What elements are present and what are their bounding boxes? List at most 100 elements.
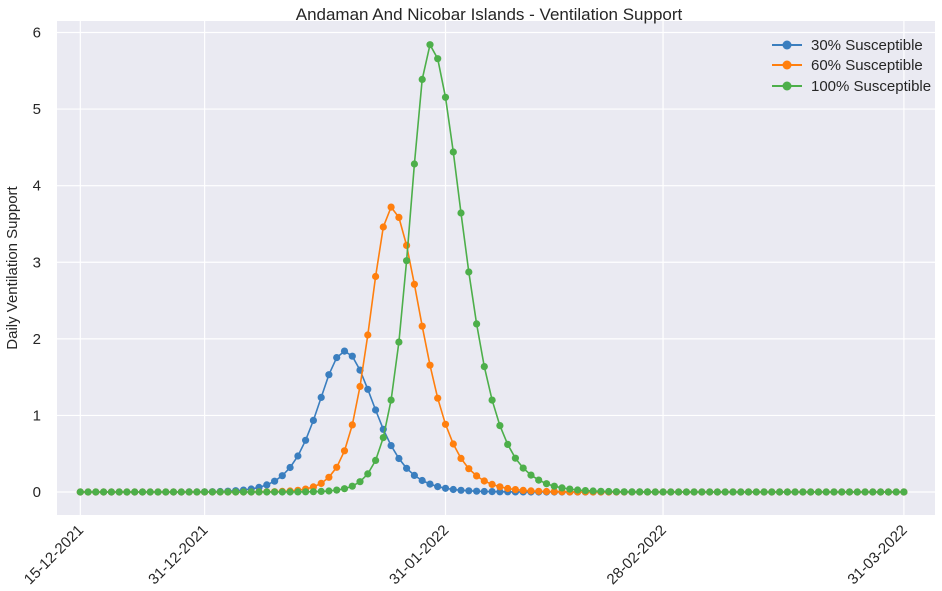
data-point xyxy=(302,488,310,496)
data-point xyxy=(418,322,426,330)
data-point xyxy=(410,160,418,168)
legend-label: 30% Susceptible xyxy=(811,37,923,54)
legend-label: 100% Susceptible xyxy=(811,78,931,95)
data-point xyxy=(853,488,861,496)
data-point xyxy=(294,452,302,460)
data-point xyxy=(589,487,597,495)
data-point xyxy=(426,361,434,369)
data-point xyxy=(713,488,722,496)
data-point xyxy=(535,476,543,484)
data-point xyxy=(263,488,271,496)
data-point xyxy=(465,487,473,495)
data-point xyxy=(177,488,185,496)
data-point xyxy=(869,488,877,496)
data-point xyxy=(364,470,372,478)
data-point xyxy=(356,478,364,486)
data-point xyxy=(333,463,341,471)
legend-entry: 30% Susceptible xyxy=(772,37,923,54)
data-point xyxy=(426,41,434,49)
data-point xyxy=(193,488,201,496)
data-point xyxy=(651,488,659,496)
x-tick-label: 31-03-2022 xyxy=(844,522,910,588)
data-point xyxy=(449,485,457,494)
data-point xyxy=(348,421,356,429)
data-point xyxy=(387,396,395,404)
data-point xyxy=(480,477,488,485)
data-point xyxy=(636,488,644,496)
data-point xyxy=(379,223,387,231)
data-point xyxy=(154,488,162,496)
x-tick-label: 15-12-2021 xyxy=(21,522,87,588)
data-point xyxy=(92,488,100,496)
data-point xyxy=(838,488,846,496)
data-point xyxy=(791,488,799,496)
data-point xyxy=(387,442,395,450)
data-point xyxy=(488,396,496,404)
data-point xyxy=(395,338,403,346)
data-point xyxy=(271,488,279,496)
data-point xyxy=(372,406,380,414)
x-axis: 15-12-2021 31-12-2021 31-01-2022 28-02-2022… xyxy=(21,522,911,588)
data-point xyxy=(395,454,403,463)
data-point xyxy=(364,331,372,339)
data-point xyxy=(737,488,745,496)
data-point xyxy=(302,436,310,444)
data-point xyxy=(457,454,465,462)
y-tick-label: 4 xyxy=(33,178,41,195)
y-tick-label: 2 xyxy=(33,331,41,348)
data-point xyxy=(185,488,193,496)
data-point xyxy=(542,480,551,488)
data-point xyxy=(698,488,706,496)
data-point xyxy=(146,488,154,496)
data-point xyxy=(511,486,519,494)
data-point xyxy=(519,464,527,472)
data-point xyxy=(410,471,418,479)
data-point xyxy=(84,488,92,496)
data-point xyxy=(286,488,294,496)
data-point xyxy=(294,488,302,496)
data-point xyxy=(473,472,481,480)
data-point xyxy=(325,371,333,379)
data-point xyxy=(224,488,232,496)
data-point xyxy=(131,488,139,496)
data-point xyxy=(333,354,341,362)
data-point xyxy=(434,394,442,402)
data-point xyxy=(861,488,869,496)
data-point xyxy=(496,422,504,430)
data-point xyxy=(511,454,519,462)
data-point xyxy=(877,488,885,496)
data-point xyxy=(884,488,893,496)
data-point xyxy=(271,477,279,485)
data-point xyxy=(566,485,574,493)
data-point xyxy=(597,487,605,495)
data-point xyxy=(434,483,442,491)
data-point xyxy=(605,487,613,496)
data-point xyxy=(558,484,566,492)
data-point xyxy=(372,456,380,464)
data-point xyxy=(496,488,504,496)
data-point xyxy=(465,268,473,276)
data-point xyxy=(744,488,753,496)
data-point xyxy=(107,488,115,496)
data-point xyxy=(659,488,667,496)
data-point xyxy=(201,488,209,496)
data-point xyxy=(752,488,760,496)
data-point xyxy=(496,483,504,491)
data-point xyxy=(333,486,341,494)
data-point xyxy=(403,257,411,265)
data-point xyxy=(426,480,434,488)
data-point xyxy=(232,488,240,496)
data-point xyxy=(325,487,333,495)
grid xyxy=(57,21,935,515)
data-point xyxy=(488,488,496,496)
data-point xyxy=(900,488,908,496)
y-tick-label: 1 xyxy=(33,407,41,424)
series-3 xyxy=(76,41,908,496)
data-point xyxy=(760,488,768,496)
data-point xyxy=(441,484,450,492)
data-point xyxy=(574,486,582,494)
data-point xyxy=(807,488,815,496)
data-point xyxy=(519,486,527,494)
data-point xyxy=(682,488,691,496)
